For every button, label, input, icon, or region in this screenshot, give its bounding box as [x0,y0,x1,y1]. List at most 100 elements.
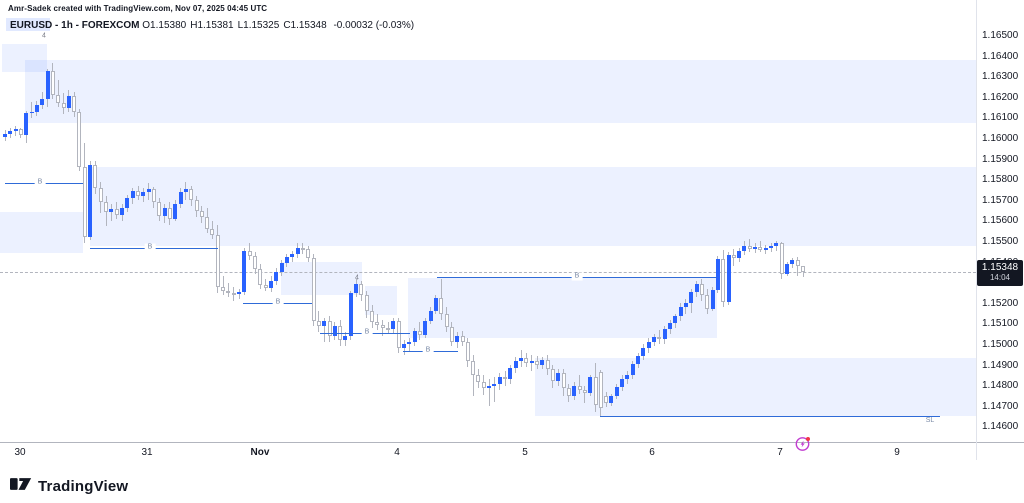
candle-body [66,96,71,108]
supply-demand-zone-7[interactable] [408,278,437,338]
supply-demand-zone-4[interactable] [0,212,83,253]
time-axis[interactable]: 30 31 Nov 4 5 6 7 9 [0,442,1024,460]
candle-wick [15,126,17,136]
candle-body [545,360,550,369]
candle-body [322,321,327,326]
candle-body [497,377,502,384]
candle-body [114,209,119,215]
legend-exchange: FOREXCOM [81,20,140,31]
candle-wick [238,289,240,299]
supply-demand-zone-6[interactable] [365,286,397,315]
candle-body [173,204,178,219]
price-axis-label: 1.15000 [982,339,1019,350]
candle-body [370,311,375,322]
candle-wick [382,320,384,336]
candle-body [465,342,470,361]
price-axis-label: 1.15900 [982,154,1019,165]
candle-body [151,189,156,202]
bar-countdown: 14:04 [989,273,1011,282]
time-axis-label-nov: Nov [250,447,270,458]
candle-body [747,246,752,249]
legend-symbol[interactable]: EURUSD [10,20,53,31]
candle-wick [584,386,586,403]
time-axis-label-30: 30 [14,447,26,458]
candle-body [146,189,151,192]
candle-body [683,303,688,307]
price-axis-label: 1.15100 [982,318,1019,329]
price-axis-label: 1.14900 [982,360,1019,371]
candle-wick [323,318,325,342]
candle-body [157,202,162,216]
ray-label-sl: SL [922,417,938,426]
candle-body [785,264,790,274]
ray-label-b: B [422,346,434,355]
candle-body [630,364,635,375]
candle-body [34,105,39,112]
candle-body [588,377,593,393]
ray-label-b: B [144,243,156,252]
candle-body [61,103,66,108]
ray-label-b: B [272,298,284,307]
candle-wick [493,377,495,402]
candle-body [364,295,369,311]
drawing-ray-sl-7[interactable] [600,416,940,417]
candle-body [348,293,353,336]
price-axis-label: 1.15200 [982,298,1019,309]
candle-body [481,382,486,388]
price-axis-label: 1.14600 [982,421,1019,432]
candle-body [417,331,422,335]
time-axis-label-5: 5 [522,447,528,458]
candle-body [210,229,215,235]
quick-action-flash-icon[interactable] [795,436,811,452]
chart-pane[interactable]: B B B B B B SL 4 4 [0,0,976,442]
candle-body [737,251,742,258]
candle-body [162,208,167,216]
supply-demand-zone-3[interactable] [90,167,976,246]
tradingview-logo-mark [10,475,32,498]
supply-demand-zone-5[interactable] [281,262,362,295]
candle-body [183,189,188,192]
drawing-badge: 4 [42,32,46,40]
candle-wick [579,375,581,394]
supply-demand-zone-1[interactable] [2,44,47,72]
supply-demand-zone-8[interactable] [437,277,717,338]
time-axis-label-31: 31 [141,447,153,458]
candle-body [652,337,657,342]
candle-body [396,321,401,348]
legend-ohlc: O1.15380 H1.15381 L1.15325 C1.15348 [142,20,330,31]
candle-body [715,259,720,290]
candle-body [763,248,768,250]
price-axis[interactable]: 1.16500 1.16400 1.16300 1.16200 1.16100 1.160… [976,0,1024,442]
candle-body [194,200,199,211]
candle-body [455,336,460,342]
candle-body [598,372,603,408]
price-axis-label: 1.16300 [982,71,1019,82]
candle-body [529,361,534,363]
candle-body [88,165,93,237]
legend-separator-2: - [75,20,79,31]
candle-body [753,247,758,249]
candle-body [668,323,672,329]
candle-body [556,373,561,381]
candle-body [689,292,694,303]
axis-corner-divider [976,442,977,460]
candle-body [306,249,311,258]
price-axis-label: 1.15800 [982,174,1019,185]
candle-body [657,337,662,339]
time-axis-label-7: 7 [777,447,783,458]
candle-body [72,96,77,112]
symbol-legend[interactable]: EURUSD - 1h - FOREXCOM O1.15380 H1.15381 L… [10,20,418,31]
candle-body [359,284,364,295]
supply-demand-zone-9[interactable] [535,358,976,416]
supply-demand-zone-2[interactable] [25,60,976,123]
price-axis-label: 1.15500 [982,236,1019,247]
candle-body [620,379,625,387]
tradingview-logo[interactable]: TradingView [10,475,128,498]
candle-body [120,208,125,215]
legend-separator-1: - [55,20,59,31]
candle-body [24,113,29,135]
candle-body [790,260,795,264]
candle-body [449,327,454,342]
legend-interval[interactable]: 1h [61,20,73,31]
